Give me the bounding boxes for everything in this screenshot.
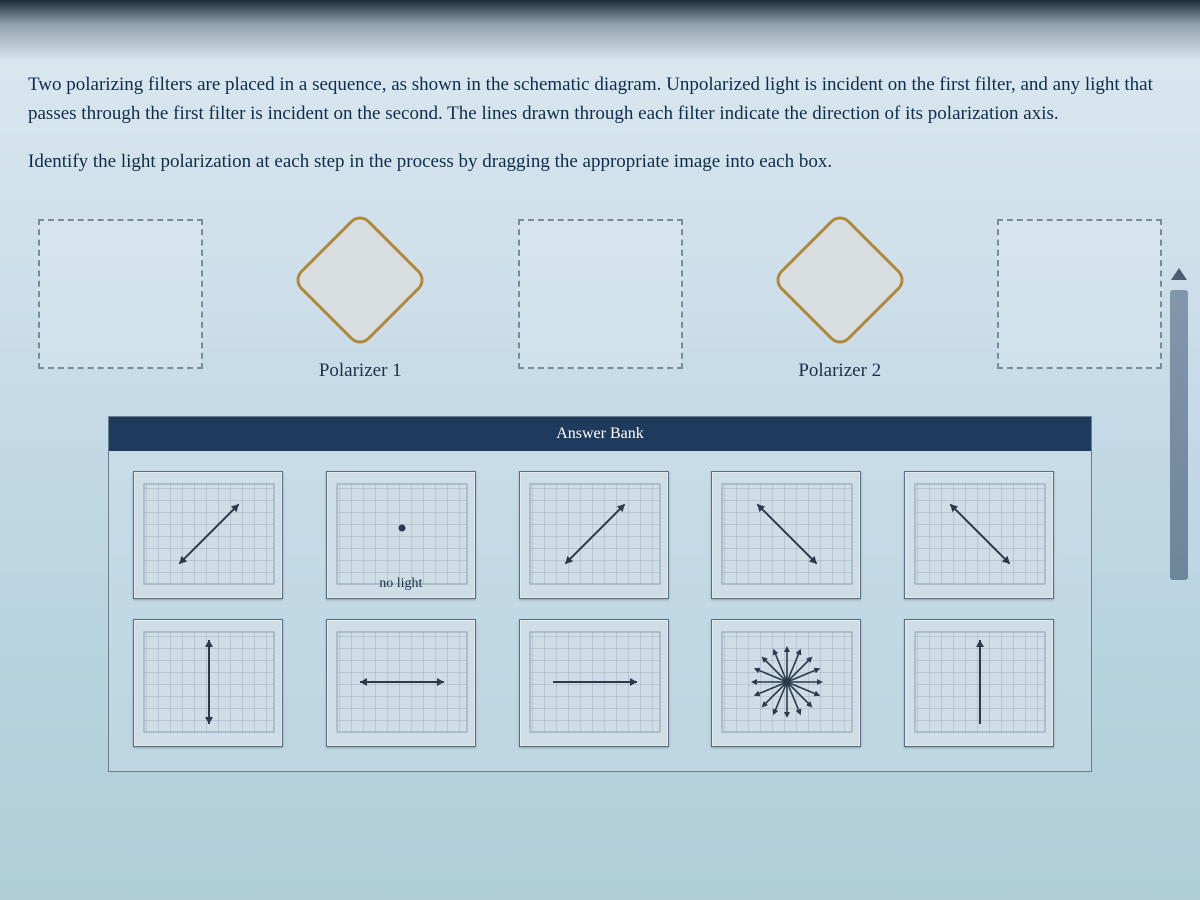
polarizer-2-svg [766, 206, 914, 354]
tile-graphic [905, 476, 1053, 594]
answer-tile-diag135-b[interactable] [904, 471, 1054, 599]
tile-graphic [134, 624, 282, 742]
answer-bank-title: Answer Bank [556, 425, 644, 443]
scroll-up-icon[interactable] [1171, 268, 1187, 280]
answer-tile-diag45-a[interactable] [133, 471, 283, 599]
drop-slot-1[interactable] [38, 219, 203, 369]
drop-slot-3[interactable] [997, 219, 1162, 369]
question-text: Two polarizing filters are placed in a s… [28, 70, 1172, 129]
tile-label: no light [327, 576, 475, 592]
polarizer-2-label: Polarizer 2 [766, 360, 914, 382]
polarizer-1-label: Polarizer 1 [286, 360, 434, 382]
answer-tile-vertical-s[interactable] [904, 619, 1054, 747]
answer-tile-diag45-b[interactable] [519, 471, 669, 599]
diagram-row: Polarizer 1 Polarizer 2 [28, 206, 1172, 382]
tile-graphic [712, 476, 860, 594]
answer-tile-diag135-a[interactable] [711, 471, 861, 599]
tile-graphic [520, 624, 668, 742]
answer-bank-header: Answer Bank [109, 417, 1091, 451]
answer-tile-horizontal-s[interactable] [519, 619, 669, 747]
answer-bank-grid: no light [109, 451, 1091, 771]
answer-tile-starburst[interactable] [711, 619, 861, 747]
polarizer-2: Polarizer 2 [766, 206, 914, 382]
scrollbar[interactable] [1170, 290, 1188, 580]
tile-graphic [327, 624, 475, 742]
tile-graphic [905, 624, 1053, 742]
drop-slot-2[interactable] [518, 219, 683, 369]
top-shadow-overlay [0, 0, 1200, 60]
answer-bank: Answer Bank no light [108, 416, 1092, 772]
tile-graphic [712, 624, 860, 742]
answer-tile-no-light[interactable]: no light [326, 471, 476, 599]
tile-graphic [134, 476, 282, 594]
instruction-text: Identify the light polarization at each … [28, 147, 1172, 176]
answer-tile-horizontal-d[interactable] [326, 619, 476, 747]
tile-graphic [520, 476, 668, 594]
polarizer-1-svg [286, 206, 434, 354]
answer-tile-vertical-d[interactable] [133, 619, 283, 747]
polarizer-1: Polarizer 1 [286, 206, 434, 382]
